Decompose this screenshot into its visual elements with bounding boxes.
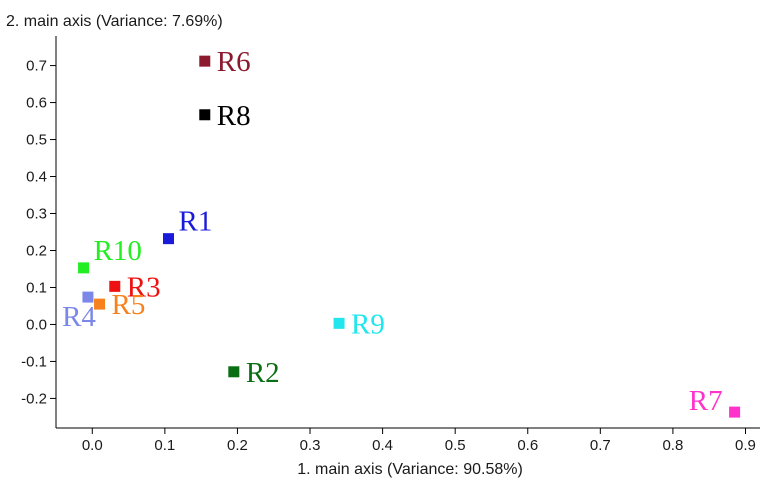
x-tick-label: 0.1	[154, 437, 175, 454]
point-label-r10: R10	[94, 235, 142, 267]
y-tick-label: 0.7	[26, 58, 47, 75]
x-tick-label: 0.7	[590, 437, 611, 454]
point-label-r2: R2	[246, 357, 280, 389]
data-points: R1 R2 R3 R4 R5 R6 R7 R8 R9 R10	[62, 46, 741, 418]
point-label-r1: R1	[178, 206, 212, 238]
data-point-r3	[109, 280, 121, 292]
y-tick-label: 0.0	[26, 316, 47, 333]
x-axis-label: 1. main axis (Variance: 90.58%)	[297, 461, 523, 478]
point-label-r9: R9	[351, 308, 385, 340]
x-tick-label: 0.4	[372, 437, 393, 454]
data-point-r6	[199, 55, 211, 67]
y-tick-label: 0.4	[26, 169, 47, 186]
point-label-r3: R3	[127, 271, 161, 303]
y-axis-label: 2. main axis (Variance: 7.69%)	[6, 13, 223, 30]
data-point-r4	[82, 291, 94, 303]
x-tick-label: 0.3	[300, 437, 321, 454]
data-point-r10	[78, 262, 90, 274]
x-tick-label: 0.8	[662, 437, 683, 454]
plot-axes: 0.0 0.1 0.2 0.3 0.4 0.5 0.6 0.7 0.8 0.9 -0.2 -0.1 0.…	[21, 36, 760, 454]
x-tick-label: 0.5	[445, 437, 466, 454]
y-tick-label: 0.2	[26, 242, 47, 259]
point-label-r7: R7	[689, 385, 723, 417]
y-tick-label: 0.6	[26, 95, 47, 112]
y-tick-label: 0.3	[26, 206, 47, 223]
y-tick-label: -0.1	[21, 353, 47, 370]
point-label-r4: R4	[62, 301, 96, 333]
y-tick-label: -0.2	[21, 390, 47, 407]
data-point-r7	[729, 406, 741, 418]
y-tick-label: 0.1	[26, 279, 47, 296]
x-tick-label: 0.9	[735, 437, 756, 454]
point-label-r8: R8	[217, 100, 251, 132]
x-tick-label: 0.0	[82, 437, 103, 454]
data-point-r5	[94, 298, 106, 310]
point-label-r6: R6	[217, 46, 251, 78]
x-tick-label: 0.6	[517, 437, 538, 454]
data-point-r2	[228, 366, 240, 378]
y-tick-label: 0.5	[26, 132, 47, 149]
point-label-r5: R5	[112, 289, 146, 321]
data-point-r9	[333, 317, 345, 329]
data-point-r1	[162, 233, 174, 245]
x-tick-label: 0.2	[227, 437, 248, 454]
data-point-r8	[199, 109, 211, 121]
